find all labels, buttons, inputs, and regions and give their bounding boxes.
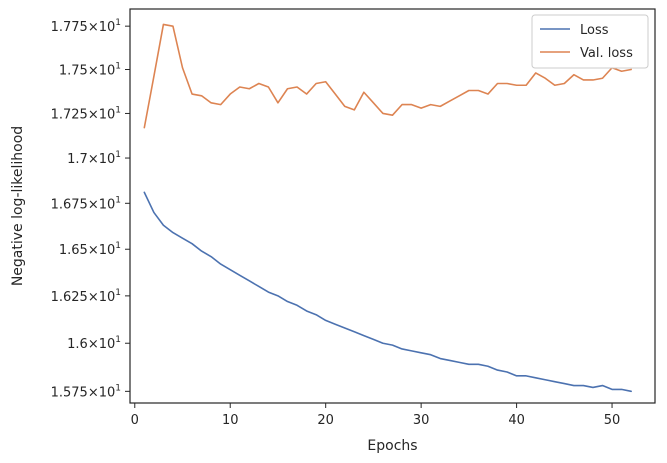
x-tick-label: 50 [604, 413, 621, 428]
x-axis-label: Epochs [367, 438, 417, 454]
x-tick-label: 40 [508, 413, 525, 428]
y-tick-label: 1.575×101 [51, 383, 121, 400]
plot-area [130, 9, 655, 403]
x-tick-label: 20 [317, 413, 334, 428]
legend-label-val-loss: Val. loss [580, 46, 633, 61]
y-tick-label: 1.675×101 [51, 195, 121, 212]
legend-label-loss: Loss [580, 23, 609, 38]
x-tick-label: 0 [131, 413, 139, 428]
plot-frame [129, 8, 656, 404]
legend: Loss Val. loss [531, 14, 649, 69]
y-axis-ticks: 1.575×101 1.6×101 1.625×101 1.65×101 1.675×1… [51, 18, 130, 400]
series-line-loss [143, 191, 632, 393]
series-line-val-loss [143, 23, 632, 129]
y-tick-label: 1.775×101 [51, 18, 121, 35]
y-tick-label: 1.6×101 [67, 335, 121, 352]
series-layer [143, 23, 632, 393]
y-tick-label: 1.625×101 [51, 288, 121, 305]
x-tick-label: 30 [413, 413, 430, 428]
x-axis-ticks: 0 10 20 30 40 50 [131, 403, 621, 428]
y-tick-label: 1.725×101 [51, 105, 121, 122]
x-tick-label: 10 [222, 413, 239, 428]
y-tick-label: 1.65×101 [59, 241, 121, 258]
y-axis-label: Negative log-likelihood [10, 126, 26, 286]
y-tick-label: 1.75×101 [59, 61, 121, 78]
y-tick-label: 1.7×101 [67, 150, 121, 167]
